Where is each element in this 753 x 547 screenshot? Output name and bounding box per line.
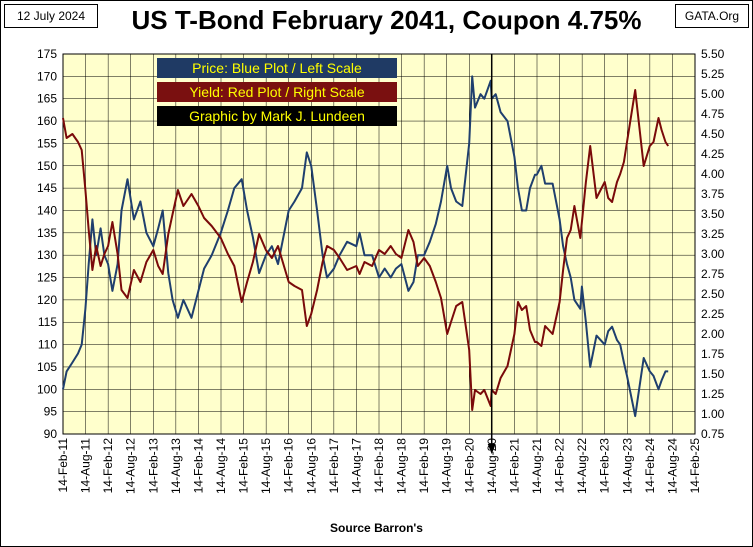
- legend-yield-text: Yield: Red Plot / Right Scale: [189, 84, 365, 100]
- right-axis: 0.75 1.00 1.25 1.50 1.75 2.00 2.25 2.50 2.75 3.00…: [701, 47, 725, 441]
- x-tick-label: 14-Aug-24: [665, 438, 679, 494]
- left-axis: 90 95 100 105 110 115 120 125 130 135 140 145 150 155…: [37, 47, 57, 441]
- x-tick-label: 14-Aug-14: [214, 438, 228, 494]
- left-tick-label: 115: [38, 315, 57, 329]
- right-tick-label: 1.00: [701, 407, 725, 421]
- marker-arrowhead: [487, 444, 496, 454]
- x-tick-label: 14-Feb-11: [56, 438, 70, 493]
- right-tick-label: 3.25: [701, 227, 725, 241]
- x-tick-label: 14-Aug-11: [79, 438, 93, 493]
- x-tick-label: 14-Feb-25: [688, 438, 702, 494]
- right-tick-label: 2.50: [701, 287, 725, 301]
- right-tick-label: 3.75: [701, 187, 725, 201]
- left-tick-label: 130: [37, 248, 57, 262]
- x-tick-label: 14-Aug-13: [169, 438, 183, 494]
- series-price-line: [62, 75, 669, 418]
- x-tick-label: 14-Aug-18: [395, 438, 409, 494]
- left-tick-label: 160: [37, 114, 57, 128]
- x-tick-label: 14-Feb-16: [282, 438, 296, 494]
- right-tick-label: 5.00: [701, 87, 725, 101]
- x-tick-label: 14-Aug-22: [575, 438, 589, 494]
- x-tick-label: 14-Feb-13: [146, 438, 160, 494]
- x-tick-label: 14-Aug-19: [440, 438, 454, 494]
- site-label: GATA.Org: [675, 4, 749, 28]
- x-tick-label: 14-Feb-21: [507, 438, 521, 494]
- left-tick-label: 140: [37, 203, 57, 217]
- x-tick-label: 14-Feb-19: [417, 438, 431, 494]
- left-tick-label: 100: [37, 382, 57, 396]
- right-tick-label: 1.75: [701, 347, 725, 361]
- legend-credit-text: Graphic by Mark J. Lundeen: [189, 108, 365, 124]
- legend-price-text: Price: Blue Plot / Left Scale: [192, 60, 362, 76]
- right-tick-label: 3.00: [701, 247, 725, 261]
- x-tick-label: 14-Feb-22: [553, 438, 567, 494]
- left-tick-label: 150: [37, 159, 57, 173]
- date-marker: [487, 54, 496, 454]
- left-tick-label: 155: [37, 136, 57, 150]
- x-tick-label: 14-Aug-21: [530, 438, 544, 494]
- right-tick-label: 4.75: [701, 107, 725, 121]
- left-tick-label: 165: [37, 92, 57, 106]
- left-tick-label: 170: [37, 69, 57, 83]
- left-tick-label: 110: [38, 338, 57, 352]
- left-tick-label: 145: [37, 181, 57, 195]
- x-tick-label: 14-Feb-15: [237, 438, 251, 494]
- left-tick-label: 90: [44, 427, 58, 441]
- right-tick-label: 1.25: [701, 387, 725, 401]
- legend: Price: Blue Plot / Left Scale Yield: Red…: [157, 58, 397, 126]
- x-tick-label: 14-Feb-24: [643, 438, 657, 494]
- x-tick-label: 14-Aug-15: [259, 438, 273, 494]
- x-tick-label: 14-Feb-20: [462, 438, 476, 494]
- legend-price-box: [157, 58, 397, 78]
- right-tick-label: 0.75: [701, 427, 725, 441]
- legend-yield-box: [157, 82, 397, 102]
- right-tick-label: 3.50: [701, 207, 725, 221]
- right-tick-label: 2.00: [701, 327, 725, 341]
- x-tick-label: 14-Aug-12: [124, 438, 138, 494]
- x-tick-label: 14-Feb-14: [191, 438, 205, 494]
- x-tick-label: 14-Feb-23: [598, 438, 612, 494]
- series-yield-line: [62, 89, 670, 411]
- series-group: [62, 75, 670, 418]
- x-tick-label: 14-Aug-16: [304, 438, 318, 494]
- left-tick-label: 175: [37, 47, 57, 61]
- left-tick-label: 120: [37, 293, 57, 307]
- legend-credit-box: [157, 106, 397, 126]
- x-tick-label: 14-Aug-17: [349, 438, 363, 494]
- x-axis: 14-Feb-11 14-Aug-11 14-Feb-12 14-Aug-12 14-F…: [56, 438, 702, 494]
- right-tick-label: 5.50: [701, 47, 725, 61]
- date-label: 12 July 2024: [4, 4, 98, 28]
- right-tick-label: 4.50: [701, 127, 725, 141]
- source-label: Source Barron's: [330, 521, 423, 535]
- right-tick-label: 5.25: [701, 67, 725, 81]
- x-tick-label: 14-Aug-23: [620, 438, 634, 494]
- x-tick-label: 14-Feb-18: [372, 438, 386, 494]
- left-tick-label: 95: [44, 405, 58, 419]
- left-tick-label: 105: [37, 360, 57, 374]
- left-tick-label: 135: [37, 226, 57, 240]
- x-tick-label: 14-Feb-17: [327, 438, 341, 494]
- x-tick-label: 14-Feb-12: [101, 438, 115, 494]
- right-tick-label: 2.25: [701, 307, 725, 321]
- chart-title: US T-Bond February 2041, Coupon 4.75%: [131, 5, 642, 35]
- right-tick-label: 2.75: [701, 267, 725, 281]
- right-tick-label: 1.50: [701, 367, 725, 381]
- right-tick-label: 4.25: [701, 147, 725, 161]
- left-tick-label: 125: [37, 271, 57, 285]
- right-tick-label: 4.00: [701, 167, 725, 181]
- x-tick-label: 14-Aug-20: [485, 438, 499, 494]
